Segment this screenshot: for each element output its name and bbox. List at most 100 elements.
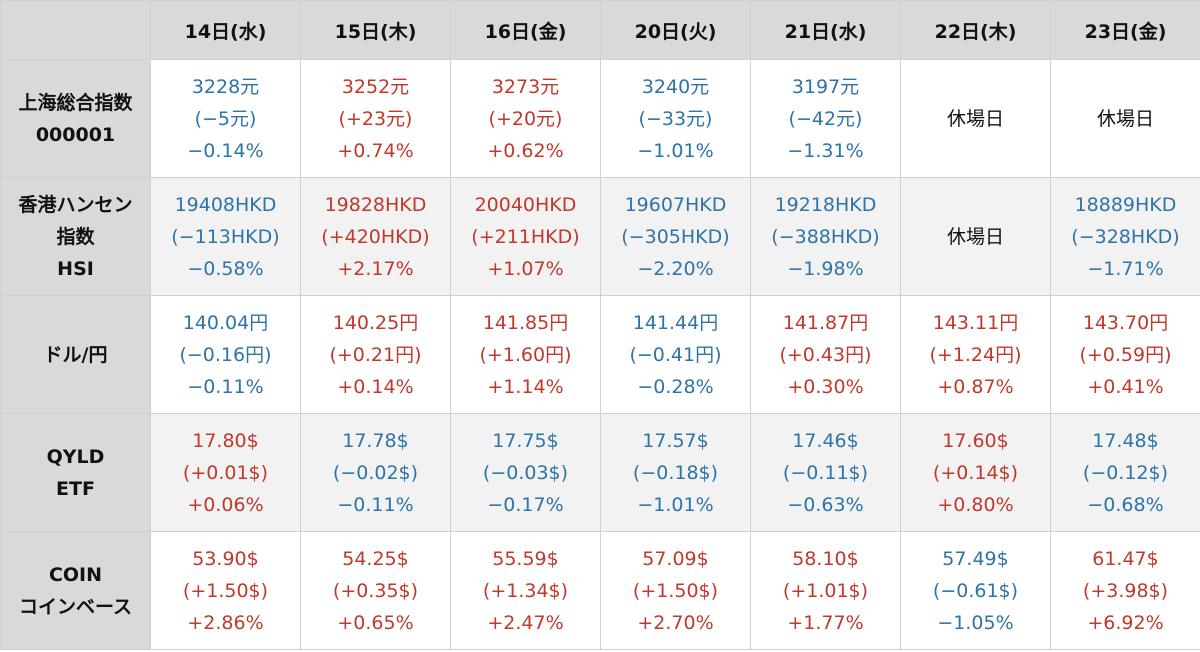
table-row: COIN コインベース 53.90$ (+1.50$) +2.86% 54.25$ (+0.… [0, 531, 1200, 650]
price-cell: 61.47$ (+3.98$) +6.92% [1050, 531, 1200, 650]
closed-label: 休場日 [946, 225, 1004, 248]
price-value: 17.78$ [342, 429, 409, 452]
price-value: 141.44円 [632, 311, 719, 334]
row-label: 上海総合指数 000001 [0, 59, 151, 178]
price-cell: 141.85円 (+1.60円) +1.14% [450, 295, 601, 414]
price-cell: 3240元 (−33元) −1.01% [600, 59, 751, 178]
percent-change: +6.92% [1087, 611, 1164, 634]
price-change: (+0.59円) [1079, 343, 1172, 366]
price-cell: 17.75$ (−0.03$) −0.17% [450, 413, 601, 532]
date-header: 20日(火) [600, 0, 751, 60]
percent-change: −2.20% [637, 257, 714, 280]
percent-change: −0.11% [337, 493, 414, 516]
table-body: 上海総合指数 000001 3228元 (−5元) −0.14% 3252元 (+23元) +… [0, 59, 1200, 650]
date-header: 14日(水) [150, 0, 301, 60]
date-header: 22日(木) [900, 0, 1051, 60]
price-cell: 19218HKD (−388HKD) −1.98% [750, 177, 901, 296]
price-change: (−0.61$) [932, 579, 1019, 602]
price-value: 19607HKD [624, 193, 727, 216]
price-value: 54.25$ [342, 547, 409, 570]
price-value: 19828HKD [324, 193, 427, 216]
table-row: 香港ハンセン 指数 HSI 19408HKD (−113HKD) −0.58% 19828H… [0, 177, 1200, 296]
price-cell: 3273元 (+20元) +0.62% [450, 59, 601, 178]
percent-change: +0.80% [937, 493, 1014, 516]
date-header: 15日(木) [300, 0, 451, 60]
price-cell: 55.59$ (+1.34$) +2.47% [450, 531, 601, 650]
price-value: 57.09$ [642, 547, 709, 570]
percent-change: +1.07% [487, 257, 564, 280]
percent-change: +0.65% [337, 611, 414, 634]
price-change: (+3.98$) [1082, 579, 1169, 602]
price-change: (−388HKD) [771, 225, 880, 248]
price-value: 3228元 [191, 75, 260, 98]
percent-change: +0.14% [337, 375, 414, 398]
price-value: 20040HKD [474, 193, 577, 216]
price-change: (+1.01$) [782, 579, 869, 602]
price-change: (−5元) [194, 107, 257, 130]
row-label: QYLD ETF [0, 413, 151, 532]
row-label-line: 香港ハンセン [18, 193, 133, 216]
row-label-line: COIN [48, 563, 103, 586]
price-cell: 20040HKD (+211HKD) +1.07% [450, 177, 601, 296]
price-value: 17.75$ [492, 429, 559, 452]
percent-change: −0.14% [187, 139, 264, 162]
price-change: (−42元) [788, 107, 863, 130]
price-cell: 143.11円 (+1.24円) +0.87% [900, 295, 1051, 414]
price-value: 17.80$ [192, 429, 259, 452]
price-value: 143.11円 [932, 311, 1019, 334]
price-change: (+0.35$) [332, 579, 419, 602]
percent-change: −1.01% [637, 493, 714, 516]
table-row: 上海総合指数 000001 3228元 (−5元) −0.14% 3252元 (+23元) +… [0, 59, 1200, 178]
price-change: (−0.41円) [629, 343, 722, 366]
row-label-line: 上海総合指数 [18, 91, 133, 114]
price-cell: 141.44円 (−0.41円) −0.28% [600, 295, 751, 414]
table-row: ドル/円 140.04円 (−0.16円) −0.11% 140.25円 (+0.21円)… [0, 295, 1200, 414]
price-value: 141.87円 [782, 311, 869, 334]
price-cell: 57.09$ (+1.50$) +2.70% [600, 531, 751, 650]
price-change: (+20元) [488, 107, 563, 130]
row-label: ドル/円 [0, 295, 151, 414]
price-change: (+420HKD) [321, 225, 430, 248]
closed-label: 休場日 [1096, 107, 1154, 130]
price-cell: 57.49$ (−0.61$) −1.05% [900, 531, 1051, 650]
row-label-line: HSI [57, 257, 94, 280]
price-value: 55.59$ [492, 547, 559, 570]
price-change: (+1.34$) [482, 579, 569, 602]
row-label-line: ドル/円 [43, 343, 108, 366]
percent-change: +0.06% [187, 493, 264, 516]
price-value: 3197元 [791, 75, 860, 98]
price-change: (−0.02$) [332, 461, 419, 484]
price-value: 143.70円 [1082, 311, 1169, 334]
price-change: (+23元) [338, 107, 413, 130]
row-label-line: ETF [56, 477, 95, 500]
price-cell: 54.25$ (+0.35$) +0.65% [300, 531, 451, 650]
price-change: (+1.60円) [479, 343, 572, 366]
market-closed-cell: 休場日 [900, 59, 1051, 178]
price-cell: 17.57$ (−0.18$) −1.01% [600, 413, 751, 532]
price-change: (+211HKD) [471, 225, 580, 248]
price-change: (+0.14$) [932, 461, 1019, 484]
price-value: 57.49$ [942, 547, 1009, 570]
percent-change: +2.86% [187, 611, 264, 634]
price-cell: 3252元 (+23元) +0.74% [300, 59, 451, 178]
price-change: (+1.50$) [632, 579, 719, 602]
percent-change: +0.30% [787, 375, 864, 398]
price-value: 19408HKD [174, 193, 277, 216]
price-change: (−0.11$) [782, 461, 869, 484]
percent-change: +1.77% [787, 611, 864, 634]
price-cell: 143.70円 (+0.59円) +0.41% [1050, 295, 1200, 414]
price-change: (−328HKD) [1071, 225, 1180, 248]
percent-change: −0.17% [487, 493, 564, 516]
percent-change: −1.98% [787, 257, 864, 280]
price-cell: 17.48$ (−0.12$) −0.68% [1050, 413, 1200, 532]
price-value: 18889HKD [1074, 193, 1177, 216]
price-value: 141.85円 [482, 311, 569, 334]
percent-change: +0.74% [337, 139, 414, 162]
price-cell: 3197元 (−42元) −1.31% [750, 59, 901, 178]
market-closed-cell: 休場日 [1050, 59, 1200, 178]
price-change: (−33元) [638, 107, 713, 130]
percent-change: +0.87% [937, 375, 1014, 398]
price-cell: 58.10$ (+1.01$) +1.77% [750, 531, 901, 650]
price-change: (−0.03$) [482, 461, 569, 484]
percent-change: +1.14% [487, 375, 564, 398]
